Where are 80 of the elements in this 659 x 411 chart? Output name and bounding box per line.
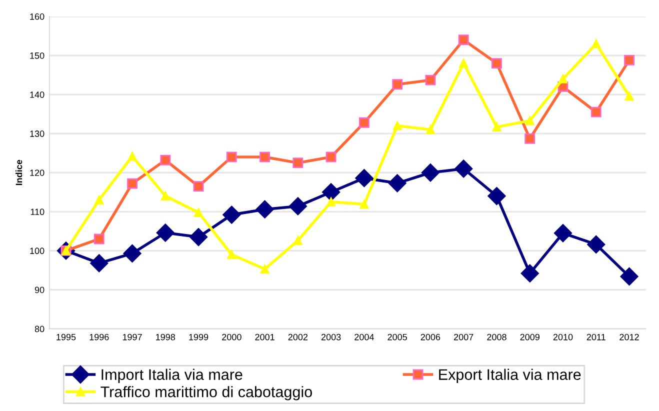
point	[488, 187, 506, 206]
point	[590, 106, 602, 118]
point	[128, 152, 137, 161]
x-tick-label: 2002	[288, 334, 308, 340]
legend-label: Import Italia via mare	[102, 368, 242, 384]
legend-label: Traffico marittimo di cabotaggio	[100, 386, 312, 400]
y-tick-label: 110	[30, 208, 44, 216]
point	[227, 250, 236, 260]
y-tick-label: 90	[34, 286, 44, 294]
x-tick-label: 2012	[620, 334, 639, 340]
point	[127, 178, 138, 189]
point	[256, 200, 274, 218]
point	[90, 254, 108, 272]
x-tick-label: 2000	[222, 334, 242, 340]
point	[355, 169, 374, 188]
y-tick-label: 150	[30, 52, 44, 59]
point	[358, 117, 370, 128]
point	[459, 58, 468, 68]
point	[421, 164, 440, 182]
y-tick-label: 120	[30, 170, 44, 176]
point	[592, 39, 601, 48]
point	[558, 74, 568, 84]
point	[520, 264, 539, 282]
point	[160, 154, 171, 166]
point	[94, 195, 104, 204]
point	[524, 133, 536, 144]
x-tick-label: 1999	[189, 334, 208, 340]
x-tick-label: 2008	[487, 334, 506, 340]
x-tick-label: 2009	[520, 334, 540, 340]
point	[156, 224, 174, 242]
point	[288, 197, 307, 216]
point	[587, 235, 606, 254]
x-tick-label: 2005	[388, 334, 407, 340]
x-tick-label: 2003	[321, 334, 341, 340]
x-tick-label: 2001	[255, 334, 274, 340]
x-tick-label: 1998	[156, 334, 176, 340]
point	[620, 267, 638, 286]
point	[458, 34, 469, 46]
x-tick-label: 1995	[56, 334, 76, 340]
x-tick-label: 2006	[420, 334, 440, 340]
point	[292, 158, 304, 168]
point	[160, 192, 170, 201]
point	[94, 234, 104, 244]
legend-label: Export Italia via mare	[439, 368, 581, 384]
point	[392, 121, 402, 130]
y-axis-title: Indice	[16, 160, 22, 186]
x-tick-label: 2011	[586, 334, 606, 340]
x-tick-label: 2004	[354, 334, 374, 340]
point	[222, 206, 241, 224]
point	[425, 74, 436, 86]
point	[426, 125, 435, 134]
point	[554, 224, 572, 242]
point	[624, 92, 634, 101]
point	[454, 160, 473, 178]
point	[326, 152, 336, 162]
point	[492, 58, 502, 69]
point	[123, 244, 142, 262]
y-tick-label: 140	[30, 91, 44, 98]
x-tick-label: 1996	[90, 334, 109, 340]
y-tick-label: 80	[34, 326, 44, 332]
point	[189, 228, 208, 246]
point	[226, 152, 237, 162]
x-tick-label: 1997	[122, 334, 142, 340]
point	[392, 79, 403, 90]
point	[194, 208, 204, 217]
point	[624, 54, 634, 66]
y-tick-label: 160	[30, 13, 44, 20]
point	[322, 183, 340, 202]
point	[326, 197, 336, 206]
point	[260, 152, 270, 162]
y-tick-label: 130	[30, 130, 44, 137]
x-tick-label: 2007	[454, 334, 474, 340]
point	[193, 181, 204, 192]
point	[360, 200, 369, 209]
point	[492, 122, 502, 132]
x-tick-label: 2010	[553, 334, 573, 340]
point	[260, 264, 270, 274]
point	[388, 174, 406, 192]
point	[525, 116, 534, 126]
y-tick-label: 100	[30, 248, 44, 254]
